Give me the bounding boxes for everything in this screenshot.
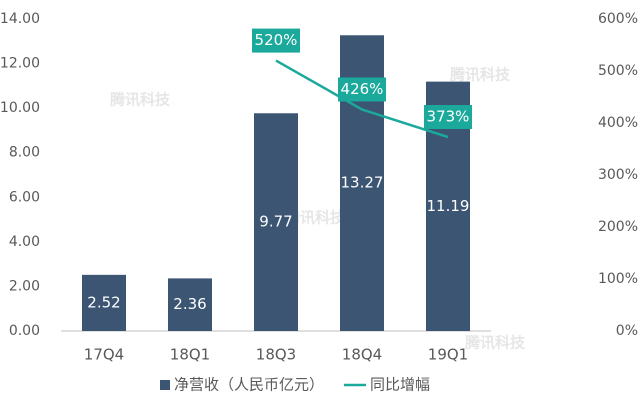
y2-tick-label: 300% [598,167,638,183]
line-value-label: 426% [341,80,384,98]
line-label-box [252,28,300,53]
y-tick-label: 14.00 [0,11,40,27]
watermark: 腾讯科技 [284,209,346,227]
line-label-box [424,105,472,130]
y-tick-label: 12.00 [0,56,40,72]
watermark: 腾讯科技 [464,334,526,352]
line [275,59,449,139]
x-tick-label: 18Q4 [342,346,382,364]
bar-value-label: 13.27 [341,174,384,192]
y2-tick-label: 500% [598,63,638,79]
bar-value-label: 2.52 [87,293,120,311]
x-tick-label: 18Q1 [170,346,210,364]
bar-value-label: 2.36 [173,295,206,313]
bar-value-label: 9.77 [259,213,292,231]
bar-value-label: 11.19 [427,197,470,215]
y2-tick-label: 200% [598,219,638,235]
y2-tick-label: 600% [598,11,638,27]
watermark: 腾讯科技 [109,91,171,109]
line-value-label: 520% [255,31,298,49]
y-tick-label: 0.00 [9,323,40,339]
y-tick-label: 2.00 [9,278,40,294]
bar [168,278,212,331]
y-tick-label: 4.00 [9,234,40,250]
x-tick-label: 19Q1 [428,346,468,364]
bar [254,113,298,331]
bar [82,274,126,331]
line-value-label: 373% [427,108,470,126]
y-tick-label: 6.00 [9,189,40,205]
legend-label: 同比增幅 [370,376,430,394]
line-label-box [338,77,386,102]
x-tick-label: 17Q4 [84,346,124,364]
watermark: 腾讯科技 [449,66,511,84]
y2-tick-label: 100% [598,271,638,287]
legend-label: 净营收（人民币亿元） [174,376,324,394]
y2-tick-label: 400% [598,115,638,131]
y-tick-label: 8.00 [9,145,40,161]
legend-swatch [160,380,170,390]
x-tick-label: 18Q3 [256,346,296,364]
y2-tick-label: 0% [616,323,638,339]
y-tick-label: 10.00 [0,100,40,116]
